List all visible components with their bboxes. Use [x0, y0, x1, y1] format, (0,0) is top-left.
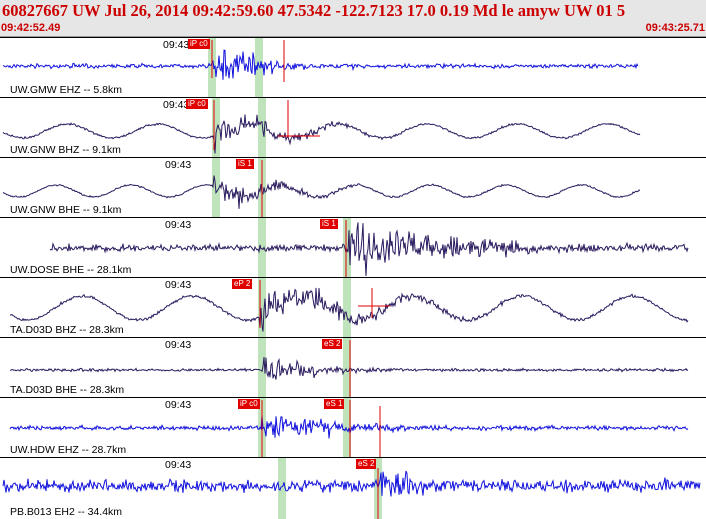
time-tick: 09:43 — [163, 99, 190, 111]
waveform — [2, 470, 701, 497]
trace-svg — [2, 38, 639, 97]
station-label: UW.GNW BHE -- 9.1km — [10, 204, 122, 216]
time-tick: 09:43 — [165, 219, 192, 231]
trace-panel[interactable]: 09:43 iS 1 UW.DOSE BHE -- 28.1km — [0, 217, 706, 277]
trace-panel[interactable]: 09:43 iS 1 UW.GNW BHE -- 9.1km — [0, 157, 706, 217]
time-end: 09:43:25.71 — [645, 22, 705, 34]
phase-pick-secondary[interactable]: eS 1 — [324, 399, 345, 409]
trace-panel[interactable]: 09:43 eP 2 TA.D03D BHZ -- 28.3km — [0, 277, 706, 337]
time-tick: 09:43 — [165, 279, 192, 291]
trace-panel[interactable]: 09:43 eS 2 TA.D03D BHE -- 28.3km — [0, 337, 706, 397]
phase-pick[interactable]: iS 1 — [236, 159, 254, 169]
trace-svg — [9, 398, 689, 457]
station-label: UW.GMW EHZ -- 5.8km — [10, 84, 122, 96]
waveform — [2, 175, 641, 209]
phase-pick[interactable]: eS 2 — [356, 459, 377, 469]
waveform — [9, 415, 689, 439]
phase-pick[interactable]: eP 2 — [232, 279, 253, 289]
phase-pick[interactable]: iP c0 — [188, 39, 210, 49]
phase-pick[interactable]: eS 2 — [322, 339, 343, 349]
trace-svg — [2, 458, 701, 519]
time-tick: 09:43 — [165, 339, 192, 351]
trace-panel[interactable]: 09:43 iP c0 eS 1 UW.HDW EHZ -- 28.7km — [0, 397, 706, 457]
waveform — [9, 356, 689, 380]
event-title: 60827667 UW Jul 26, 2014 09:42:59.60 47.… — [2, 1, 626, 20]
trace-svg — [49, 218, 689, 277]
trace-svg — [9, 338, 689, 397]
station-label: UW.DOSE BHE -- 28.1km — [10, 264, 132, 276]
station-label: UW.GNW BHZ -- 9.1km — [10, 144, 121, 156]
time-tick: 09:43 — [165, 159, 192, 171]
station-label: PB.B013 EH2 -- 34.4km — [10, 506, 123, 518]
station-label: UW.HDW EHZ -- 28.7km — [10, 444, 127, 456]
time-tick: 09:43 — [165, 399, 192, 411]
station-label: TA.D03D BHZ -- 28.3km — [10, 324, 124, 336]
trace-svg — [2, 98, 641, 157]
trace-panel[interactable]: 09:43 eS 2 PB.B013 EH2 -- 34.4km — [0, 457, 706, 519]
waveform — [49, 222, 689, 277]
waveform — [2, 114, 641, 154]
header-bar: 60827667 UW Jul 26, 2014 09:42:59.60 47.… — [0, 0, 706, 37]
time-start: 09:42:52.49 — [1, 22, 61, 34]
trace-svg — [2, 158, 641, 217]
waveform — [2, 49, 639, 80]
station-label: TA.D03D BHE -- 28.3km — [10, 384, 125, 396]
time-tick: 09:43 — [165, 459, 192, 471]
phase-pick[interactable]: iP c0 — [238, 399, 260, 409]
phase-pick[interactable]: iP c0 — [186, 99, 208, 109]
trace-panel[interactable]: 09:43 iP c0 UW.GNW BHZ -- 9.1km — [0, 97, 706, 157]
trace-panel[interactable]: 09:43 iP c0 UW.GMW EHZ -- 5.8km — [0, 37, 706, 97]
phase-pick[interactable]: iS 1 — [320, 219, 338, 229]
trace-panels[interactable]: 09:43 iP c0 UW.GMW EHZ -- 5.8km 09:43 iP… — [0, 37, 706, 519]
waveform — [9, 287, 689, 332]
trace-svg — [9, 278, 689, 337]
time-tick: 09:43 — [163, 39, 190, 51]
